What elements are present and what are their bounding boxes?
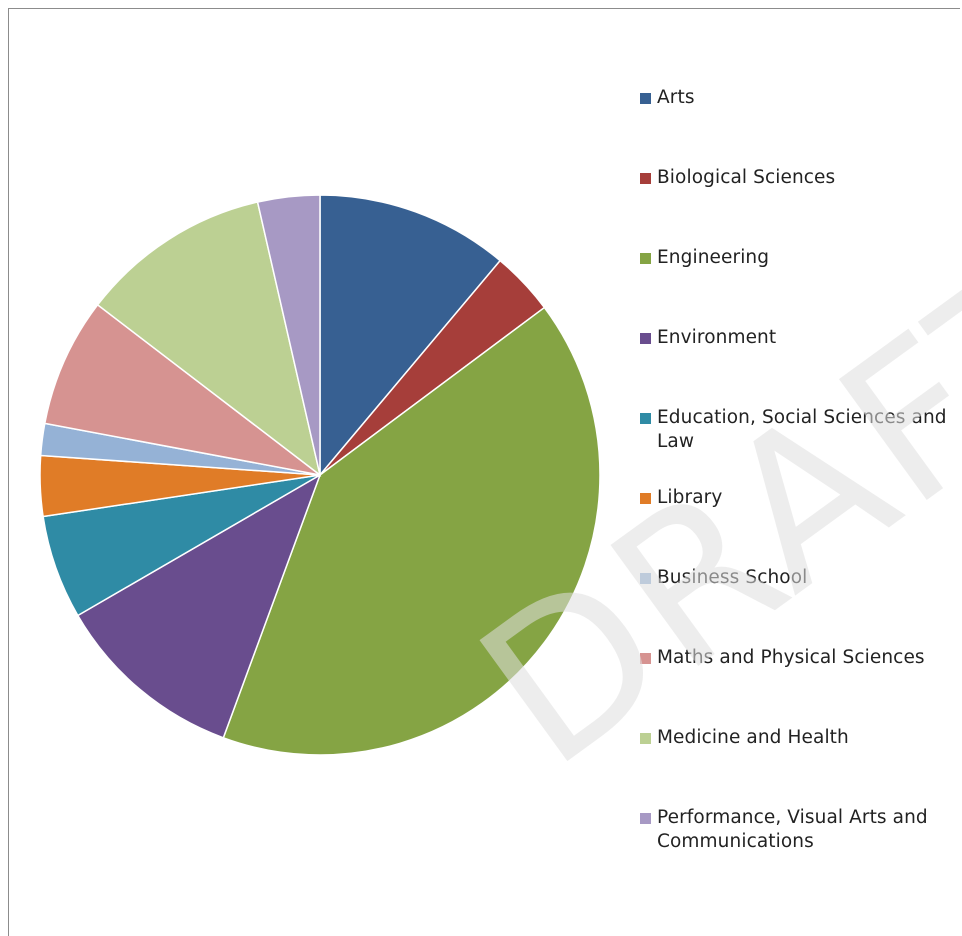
legend-item-performance-visual-arts-communications: Performance, Visual Arts and Communicati…	[640, 806, 960, 854]
legend-label: Engineering	[657, 247, 770, 268]
legend-swatch	[640, 93, 651, 104]
legend-label: Library	[657, 487, 723, 508]
legend-item-library: Library	[640, 486, 960, 510]
legend-swatch	[640, 173, 651, 184]
pie-slice-engineering	[222, 306, 601, 756]
legend-label: Medicine and Health	[657, 727, 849, 748]
legend-item-arts: Arts	[640, 86, 960, 110]
legend-label: Education, Social Sciences and Law	[657, 407, 947, 452]
legend-item-environment: Environment	[640, 326, 960, 350]
legend-swatch	[640, 333, 651, 344]
legend-swatch	[640, 253, 651, 264]
legend-label: Performance, Visual Arts and Communicati…	[657, 807, 928, 852]
legend-swatch	[640, 653, 651, 664]
pie-slice-medicine-and-health	[96, 201, 322, 477]
legend-label: Environment	[657, 327, 777, 348]
legend-swatch	[640, 813, 651, 824]
legend-item-medicine-health: Medicine and Health	[640, 726, 960, 750]
pie-slice-maths-and-physical-sciences	[43, 303, 321, 476]
legend-item-education-social-sciences-law: Education, Social Sciences and Law	[640, 406, 960, 454]
pie-slice-arts	[319, 194, 502, 478]
legend-label: Biological Sciences	[657, 167, 836, 188]
pie-slice-performance-visual-arts-and-communications	[256, 194, 321, 476]
legend-item-maths-physical-sciences: Maths and Physical Sciences	[640, 646, 960, 670]
legend-swatch	[640, 573, 651, 584]
legend-item-business-school: Business School	[640, 566, 960, 590]
legend-label: Maths and Physical Sciences	[657, 647, 925, 668]
pie-slice-environment	[76, 473, 322, 739]
legend-swatch	[640, 733, 651, 744]
legend-label: Arts	[657, 87, 695, 108]
legend-swatch	[640, 493, 651, 504]
legend-item-biological-sciences: Biological Sciences	[640, 166, 960, 190]
legend-item-engineering: Engineering	[640, 246, 960, 270]
legend-swatch	[640, 413, 651, 424]
legend-label: Business School	[657, 567, 808, 588]
